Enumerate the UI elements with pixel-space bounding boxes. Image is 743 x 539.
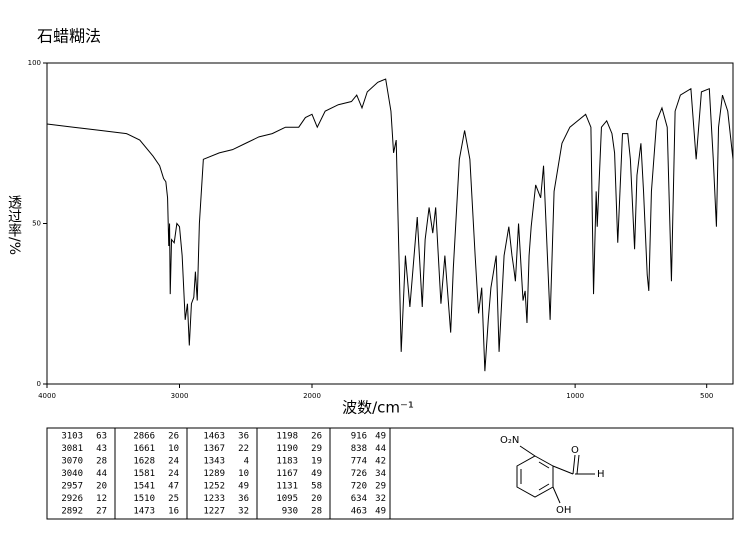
peak-wavenumber: 3103: [61, 432, 83, 442]
peak-transmittance: 49: [311, 469, 322, 479]
spectrum-line: [46, 78, 734, 372]
x-tick-label: 500: [700, 392, 713, 400]
peak-transmittance: 32: [375, 494, 386, 504]
y-tick-label: 100: [28, 59, 41, 67]
peak-wavenumber: 1510: [133, 494, 155, 504]
peak-wavenumber: 1167: [276, 469, 298, 479]
peak-wavenumber: 1463: [203, 432, 225, 442]
peak-transmittance: 10: [168, 444, 179, 454]
peak-transmittance: 29: [311, 444, 322, 454]
peak-wavenumber: 2926: [61, 494, 83, 504]
peak-wavenumber: 1131: [276, 482, 298, 492]
peak-wavenumber: 1190: [276, 444, 298, 454]
peak-transmittance: 24: [168, 457, 179, 467]
peak-transmittance: 43: [96, 444, 107, 454]
peak-wavenumber: 838: [351, 444, 367, 454]
peak-transmittance: 36: [238, 494, 249, 504]
x-tick-label: 4000: [38, 392, 56, 400]
chart-title: 石蜡糊法: [37, 27, 101, 46]
structure-bonds: [516, 445, 595, 504]
peak-wavenumber: 1198: [276, 432, 298, 442]
peak-transmittance: 32: [238, 507, 249, 517]
peak-transmittance: 16: [168, 507, 179, 517]
peak-wavenumber: 1095: [276, 494, 298, 504]
peak-transmittance: 44: [96, 469, 107, 479]
peak-transmittance: 19: [311, 457, 322, 467]
peak-transmittance: 28: [96, 457, 107, 467]
peak-wavenumber: 1252: [203, 482, 225, 492]
peak-wavenumber: 3081: [61, 444, 83, 454]
peak-wavenumber: 1183: [276, 457, 298, 467]
peak-transmittance: 49: [375, 507, 386, 517]
structure-label: H: [597, 469, 605, 480]
peak-transmittance: 28: [311, 507, 322, 517]
plot-frame: [46, 62, 734, 385]
structure-label: O: [571, 445, 579, 456]
peak-wavenumber: 463: [351, 507, 367, 517]
peak-wavenumber: 1628: [133, 457, 155, 467]
peak-transmittance: 25: [168, 494, 179, 504]
table-dividers: [114, 428, 391, 519]
peak-wavenumber: 1541: [133, 482, 155, 492]
x-tick-label: 2000: [303, 392, 321, 400]
peak-wavenumber: 3040: [61, 469, 83, 479]
peak-wavenumber: 2892: [61, 507, 83, 517]
peak-transmittance: 63: [96, 432, 107, 442]
peak-transmittance: 29: [375, 482, 386, 492]
x-tick-label: 1000: [566, 392, 584, 400]
peak-wavenumber: 774: [351, 457, 367, 467]
peak-wavenumber: 1233: [203, 494, 225, 504]
peak-wavenumber: 2866: [133, 432, 155, 442]
peak-transmittance: 27: [96, 507, 107, 517]
structure-label: O₂N: [500, 435, 519, 446]
peak-wavenumber: 720: [351, 482, 367, 492]
peak-transmittance: 24: [168, 469, 179, 479]
peak-transmittance: 44: [375, 444, 386, 454]
peak-wavenumber: 930: [282, 507, 298, 517]
peak-wavenumber: 1367: [203, 444, 225, 454]
peak-wavenumber: 1289: [203, 469, 225, 479]
peak-transmittance: 20: [311, 494, 322, 504]
peak-transmittance: 49: [238, 482, 249, 492]
peak-wavenumber: 916: [351, 432, 367, 442]
peak-wavenumber: 1343: [203, 457, 225, 467]
structure-label: OH: [556, 505, 571, 516]
peak-transmittance: 47: [168, 482, 179, 492]
peak-transmittance: 10: [238, 469, 249, 479]
peak-transmittance: 4: [244, 457, 249, 467]
y-tick-label: 0: [37, 380, 41, 388]
peak-wavenumber: 2957: [61, 482, 83, 492]
peak-transmittance: 22: [238, 444, 249, 454]
peak-transmittance: 42: [375, 457, 386, 467]
y-axis-label: 透过率/%: [6, 195, 22, 255]
peak-transmittance: 34: [375, 469, 386, 479]
peak-wavenumber: 1227: [203, 507, 225, 517]
peak-transmittance: 20: [96, 482, 107, 492]
peak-wavenumber: 1661: [133, 444, 155, 454]
peak-wavenumber: 1581: [133, 469, 155, 479]
peak-transmittance: 26: [311, 432, 322, 442]
peak-transmittance: 26: [168, 432, 179, 442]
peak-wavenumber: 726: [351, 469, 367, 479]
x-axis-label: 波数/cm⁻¹: [342, 399, 414, 417]
peak-transmittance: 58: [311, 482, 322, 492]
peak-wavenumber: 634: [351, 494, 367, 504]
x-tick-label: 3000: [171, 392, 189, 400]
peak-wavenumber: 1473: [133, 507, 155, 517]
peak-transmittance: 12: [96, 494, 107, 504]
peak-transmittance: 49: [375, 432, 386, 442]
peak-wavenumber: 3070: [61, 457, 83, 467]
y-tick-label: 50: [32, 220, 41, 228]
peak-transmittance: 36: [238, 432, 249, 442]
